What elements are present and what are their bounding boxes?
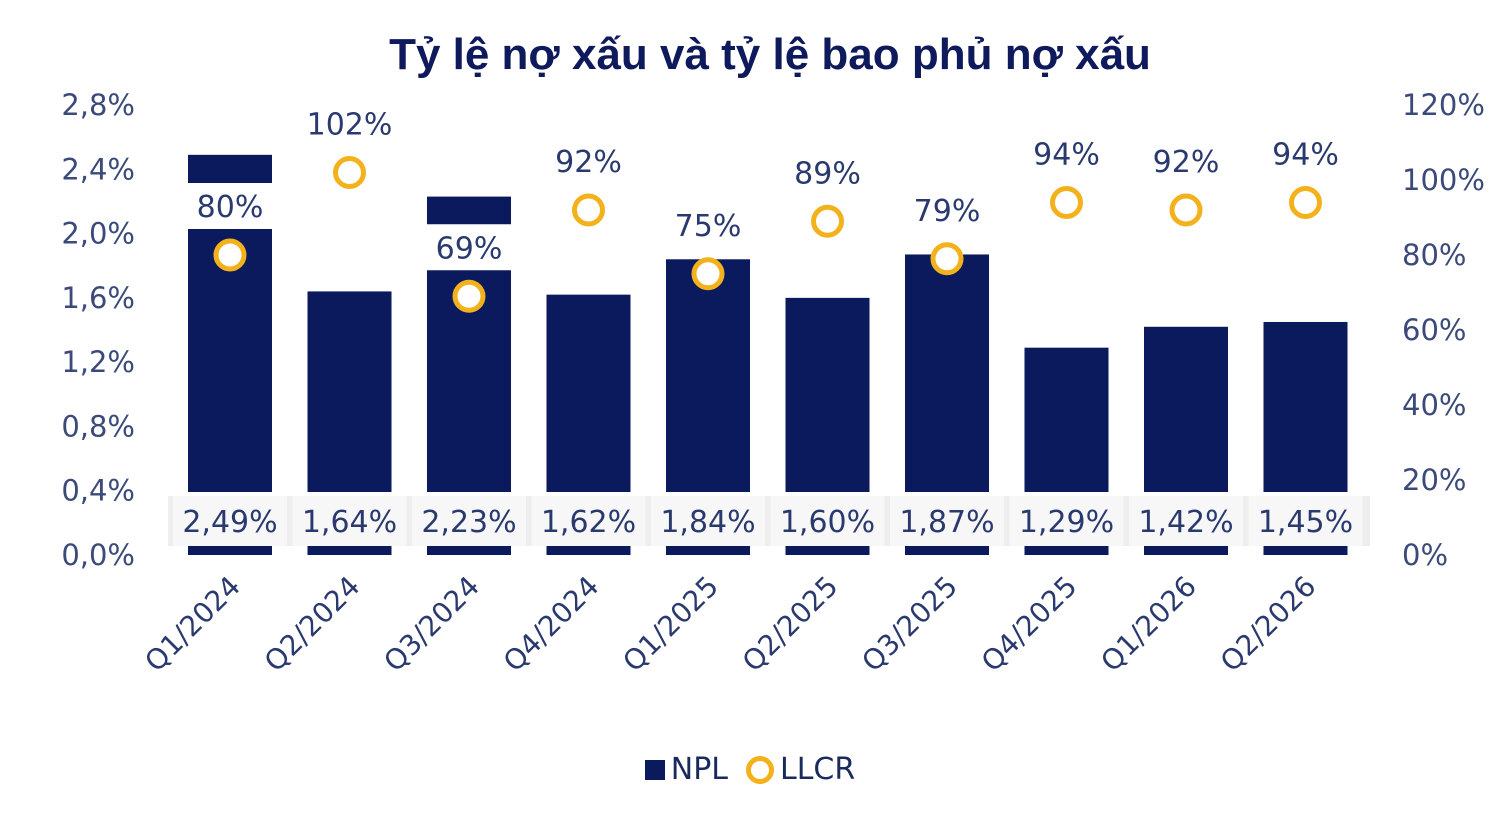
npl-data-label: 1,29% xyxy=(1019,505,1114,540)
legend: NPL LLCR xyxy=(0,752,1500,787)
x-category-label: Q2/2026 xyxy=(1214,570,1323,679)
npl-label-box xyxy=(890,496,1004,546)
npl-data-label: 1,42% xyxy=(1138,505,1233,540)
npl-label-box xyxy=(770,496,885,546)
chart-title: Tỷ lệ nợ xấu và tỷ lệ bao phủ nợ xấu xyxy=(389,30,1151,79)
y-left-tick-label: 2,0% xyxy=(61,217,135,251)
llcr-marker xyxy=(572,193,605,227)
llcr-markers: 80% 102% 69% 92% 75% 89% 79% 94% 92% 94% xyxy=(188,108,1339,313)
llcr-marker xyxy=(452,279,486,313)
llcr-data-label: 102% xyxy=(307,108,393,143)
y-right-tick-label: 100% xyxy=(1402,163,1485,197)
llcr-marker xyxy=(1050,186,1083,219)
llcr-data-label: 94% xyxy=(1272,138,1339,173)
npl-data-label: 1,45% xyxy=(1258,505,1353,540)
legend-label-llcr: LLCR xyxy=(780,752,856,787)
llcr-data-label: 92% xyxy=(555,145,622,180)
npl-bar-gap xyxy=(785,492,870,496)
y-right-tick-label: 20% xyxy=(1402,463,1466,497)
y-left-tick-label: 0,4% xyxy=(61,474,135,508)
y-right-tick-label: 0% xyxy=(1402,538,1448,572)
llcr-label-bg xyxy=(188,183,272,229)
npl-data-label: 2,49% xyxy=(182,505,277,540)
npl-label-box xyxy=(412,496,526,546)
x-category-label: Q4/2025 xyxy=(975,570,1084,679)
x-category-label: Q1/2026 xyxy=(1094,570,1203,679)
npl-label-box xyxy=(1248,496,1363,546)
y-left-tick-label: 0,8% xyxy=(61,409,135,443)
npl-bar-gap xyxy=(905,492,989,496)
npl-bar-gap xyxy=(1024,492,1109,496)
npl-label-band: 2,49% 1,64% 2,23% 1,62% 1,84% 1,60% 1,87% 1,29%… xyxy=(168,492,1370,546)
npl-label-box xyxy=(651,496,765,546)
x-category-label: Q1/2025 xyxy=(616,570,725,679)
x-category-label: Q3/2025 xyxy=(855,570,964,679)
y-right-tick-label: 60% xyxy=(1402,313,1466,347)
x-category-label: Q4/2024 xyxy=(497,570,606,679)
y-left-tick-label: 1,2% xyxy=(61,345,135,379)
npl-bar-gap xyxy=(307,492,392,496)
llcr-marker xyxy=(333,156,366,189)
llcr-marker xyxy=(811,204,844,238)
legend-label-npl: NPL xyxy=(670,752,728,787)
npl-label-box xyxy=(1009,496,1124,546)
x-category-label: Q2/2024 xyxy=(258,570,367,679)
y-right-tick-label: 120% xyxy=(1402,88,1485,122)
npl-bar-gap xyxy=(1144,492,1228,496)
npl-bar-gap xyxy=(427,492,511,496)
llcr-data-label: 79% xyxy=(914,194,981,229)
y-right-tick-label: 40% xyxy=(1402,388,1466,422)
y-left-tick-label: 1,6% xyxy=(61,281,135,315)
npl-data-label: 1,84% xyxy=(660,505,755,540)
llcr-data-label: 92% xyxy=(1153,145,1220,180)
npl-data-label: 2,23% xyxy=(421,505,516,540)
npl-data-label: 1,64% xyxy=(302,505,397,540)
npl-label-box xyxy=(173,496,287,546)
llcr-data-label: 94% xyxy=(1033,138,1100,173)
llcr-label-bg xyxy=(427,224,511,271)
y-right-tick-label: 80% xyxy=(1402,238,1466,272)
npl-data-label: 1,62% xyxy=(541,505,636,540)
y-left-tick-label: 2,4% xyxy=(61,152,135,186)
x-category-label: Q3/2024 xyxy=(377,570,486,679)
npl-label-box xyxy=(292,496,407,546)
legend-swatch-llcr xyxy=(746,755,774,784)
x-category-label: Q1/2024 xyxy=(138,570,247,679)
llcr-data-label: 75% xyxy=(675,209,742,244)
npl-bar-gap xyxy=(1263,492,1348,496)
npl-bar-gap xyxy=(666,492,750,496)
llcr-data-label: 80% xyxy=(197,190,264,225)
llcr-data-label: 69% xyxy=(436,231,503,266)
npl-label-box xyxy=(531,496,646,546)
y-left-tick-label: 0,0% xyxy=(61,538,135,572)
llcr-marker xyxy=(930,242,964,276)
llcr-marker xyxy=(1169,193,1203,227)
npl-data-label: 1,60% xyxy=(780,505,875,540)
llcr-marker xyxy=(213,238,247,272)
npl-label-box xyxy=(1129,496,1243,546)
npl-bar-gap xyxy=(188,492,272,496)
npl-bar-gap xyxy=(546,492,631,496)
x-category-label: Q2/2025 xyxy=(736,570,845,679)
legend-swatch-npl xyxy=(644,759,665,780)
npl-data-label: 1,87% xyxy=(899,505,994,540)
llcr-marker xyxy=(1289,186,1322,219)
y-left-tick-label: 2,8% xyxy=(61,88,135,122)
legend-item-llcr: LLCR xyxy=(746,752,855,787)
llcr-marker xyxy=(691,257,725,291)
llcr-data-label: 89% xyxy=(794,156,861,191)
legend-item-npl: NPL xyxy=(644,752,728,787)
